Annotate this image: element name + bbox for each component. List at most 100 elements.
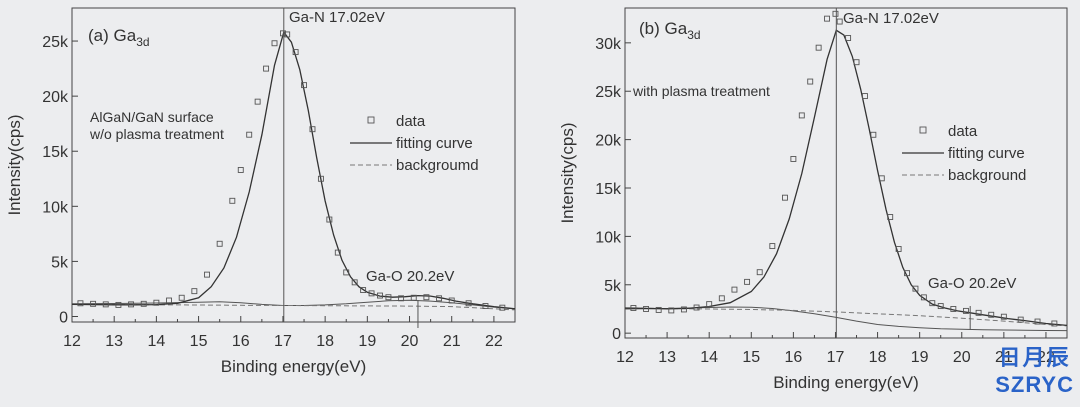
- data-point: [975, 309, 982, 316]
- data-point: [870, 131, 877, 138]
- data-point: [824, 15, 831, 22]
- data-point: [128, 301, 135, 308]
- x-tick-label: 20: [953, 349, 971, 366]
- data-point: [929, 300, 936, 307]
- data-point: [887, 214, 894, 220]
- y-tick-label: 30k: [595, 36, 622, 53]
- x-tick-label: 22: [485, 333, 503, 350]
- y-axis-title: Intensity(cps): [558, 122, 577, 223]
- data-point: [895, 246, 902, 252]
- data-point: [343, 269, 350, 276]
- data-point: [465, 300, 472, 307]
- background-line: [624, 307, 1068, 327]
- data-point: [861, 93, 868, 100]
- data-point: [90, 300, 97, 307]
- ga-o-peak-label: Ga-O 20.2eV: [366, 268, 454, 285]
- x-axis-title: Binding energy(eV): [773, 373, 919, 392]
- plot-frame: [71, 7, 516, 323]
- watermark-chinese: 日月辰: [998, 345, 1071, 370]
- watermark-logo: 日月辰 SZRYC: [995, 340, 1074, 398]
- x-tick-label: 14: [700, 349, 718, 366]
- legend-data-marker: [919, 126, 927, 134]
- data-point: [360, 287, 367, 293]
- sample-annotation: AlGaN/GaN surface: [90, 109, 214, 125]
- x-tick-label: 15: [742, 349, 760, 366]
- panel-label: (a) Ga3d: [88, 26, 150, 49]
- data-point: [115, 301, 122, 308]
- y-tick-label: 5k: [51, 254, 69, 271]
- data-point: [423, 294, 430, 301]
- data-point: [836, 18, 843, 25]
- data-point: [204, 271, 210, 278]
- x-tick-label: 19: [911, 349, 929, 366]
- data-point: [351, 279, 358, 286]
- data-point: [744, 278, 751, 285]
- x-tick-label: 13: [105, 333, 123, 350]
- data-point: [655, 306, 662, 313]
- x-tick-label: 21: [443, 333, 461, 350]
- x-axis-title: Binding energy(eV): [221, 357, 367, 376]
- panel-a: 12 13 14 15 16 17 18 19 20 21 22 0 5k 10k 15k 20k 25k Bin…: [5, 7, 516, 376]
- data-point: [815, 44, 822, 51]
- data-point: [832, 10, 839, 17]
- data-point: [937, 303, 944, 310]
- data-point: [988, 311, 995, 318]
- data-point: [284, 31, 291, 38]
- data-point: [920, 294, 927, 301]
- data-point: [254, 98, 261, 105]
- data-point: [263, 65, 270, 72]
- data-point: [630, 305, 637, 311]
- data-point: [807, 78, 814, 85]
- data-point: [706, 301, 713, 308]
- x-tick-label: 13: [658, 349, 676, 366]
- x-tick-label: 12: [616, 349, 634, 366]
- data-point: [912, 285, 919, 292]
- data-point: [1051, 320, 1058, 327]
- data-point: [216, 240, 223, 247]
- data-point: [77, 300, 84, 307]
- x-tick-label: 12: [63, 333, 81, 350]
- legend-data-label: data: [948, 123, 978, 140]
- y-tick-label: 20k: [42, 89, 69, 106]
- x-tick-label: 18: [869, 349, 887, 366]
- data-point: [448, 297, 455, 304]
- legend-background-label: background: [948, 167, 1026, 184]
- panel-label: (b) Ga3d: [639, 19, 701, 42]
- sample-annotation: with plasma treatment: [632, 83, 770, 99]
- data-point: [499, 304, 506, 311]
- x-tick-label: 18: [316, 333, 334, 350]
- data-point: [482, 303, 489, 309]
- data-point: [377, 292, 383, 299]
- data-point: [790, 156, 797, 162]
- data-point: [191, 288, 198, 295]
- data-point: [731, 286, 738, 293]
- y-tick-label: 10k: [595, 229, 622, 246]
- y-tick-label: 0: [59, 309, 68, 326]
- data-point: [237, 167, 244, 173]
- x-tick-label: 17: [827, 349, 845, 366]
- data-point: [398, 295, 405, 302]
- y-axis-title: Intensity(cps): [5, 114, 24, 215]
- x-tick-label: 16: [232, 333, 250, 350]
- y-tick-label: 20k: [595, 133, 622, 150]
- data-point: [153, 299, 160, 306]
- data-point: [680, 306, 687, 313]
- y-tick-label: 10k: [42, 199, 69, 216]
- data-point: [878, 175, 885, 182]
- data-point: [798, 112, 805, 119]
- x-tick-label: 22: [1037, 349, 1055, 366]
- x-tick-label: 19: [358, 333, 376, 350]
- data-point: [102, 301, 109, 308]
- data-point: [280, 30, 286, 37]
- data-point: [410, 294, 417, 301]
- data-point: [668, 307, 675, 314]
- y-tick-label: 15k: [595, 181, 622, 198]
- data-point: [140, 300, 147, 307]
- data-point: [853, 59, 860, 66]
- data-point: [756, 269, 763, 276]
- panel-b: 12 13 14 15 16 17 18 19 20 21 22 0 5k 10k 15k 20k 25k 30k…: [558, 7, 1068, 392]
- data-point: [326, 216, 333, 223]
- y-tick-label: 25k: [42, 34, 69, 51]
- sample-annotation: w/o plasma treatment: [89, 126, 224, 142]
